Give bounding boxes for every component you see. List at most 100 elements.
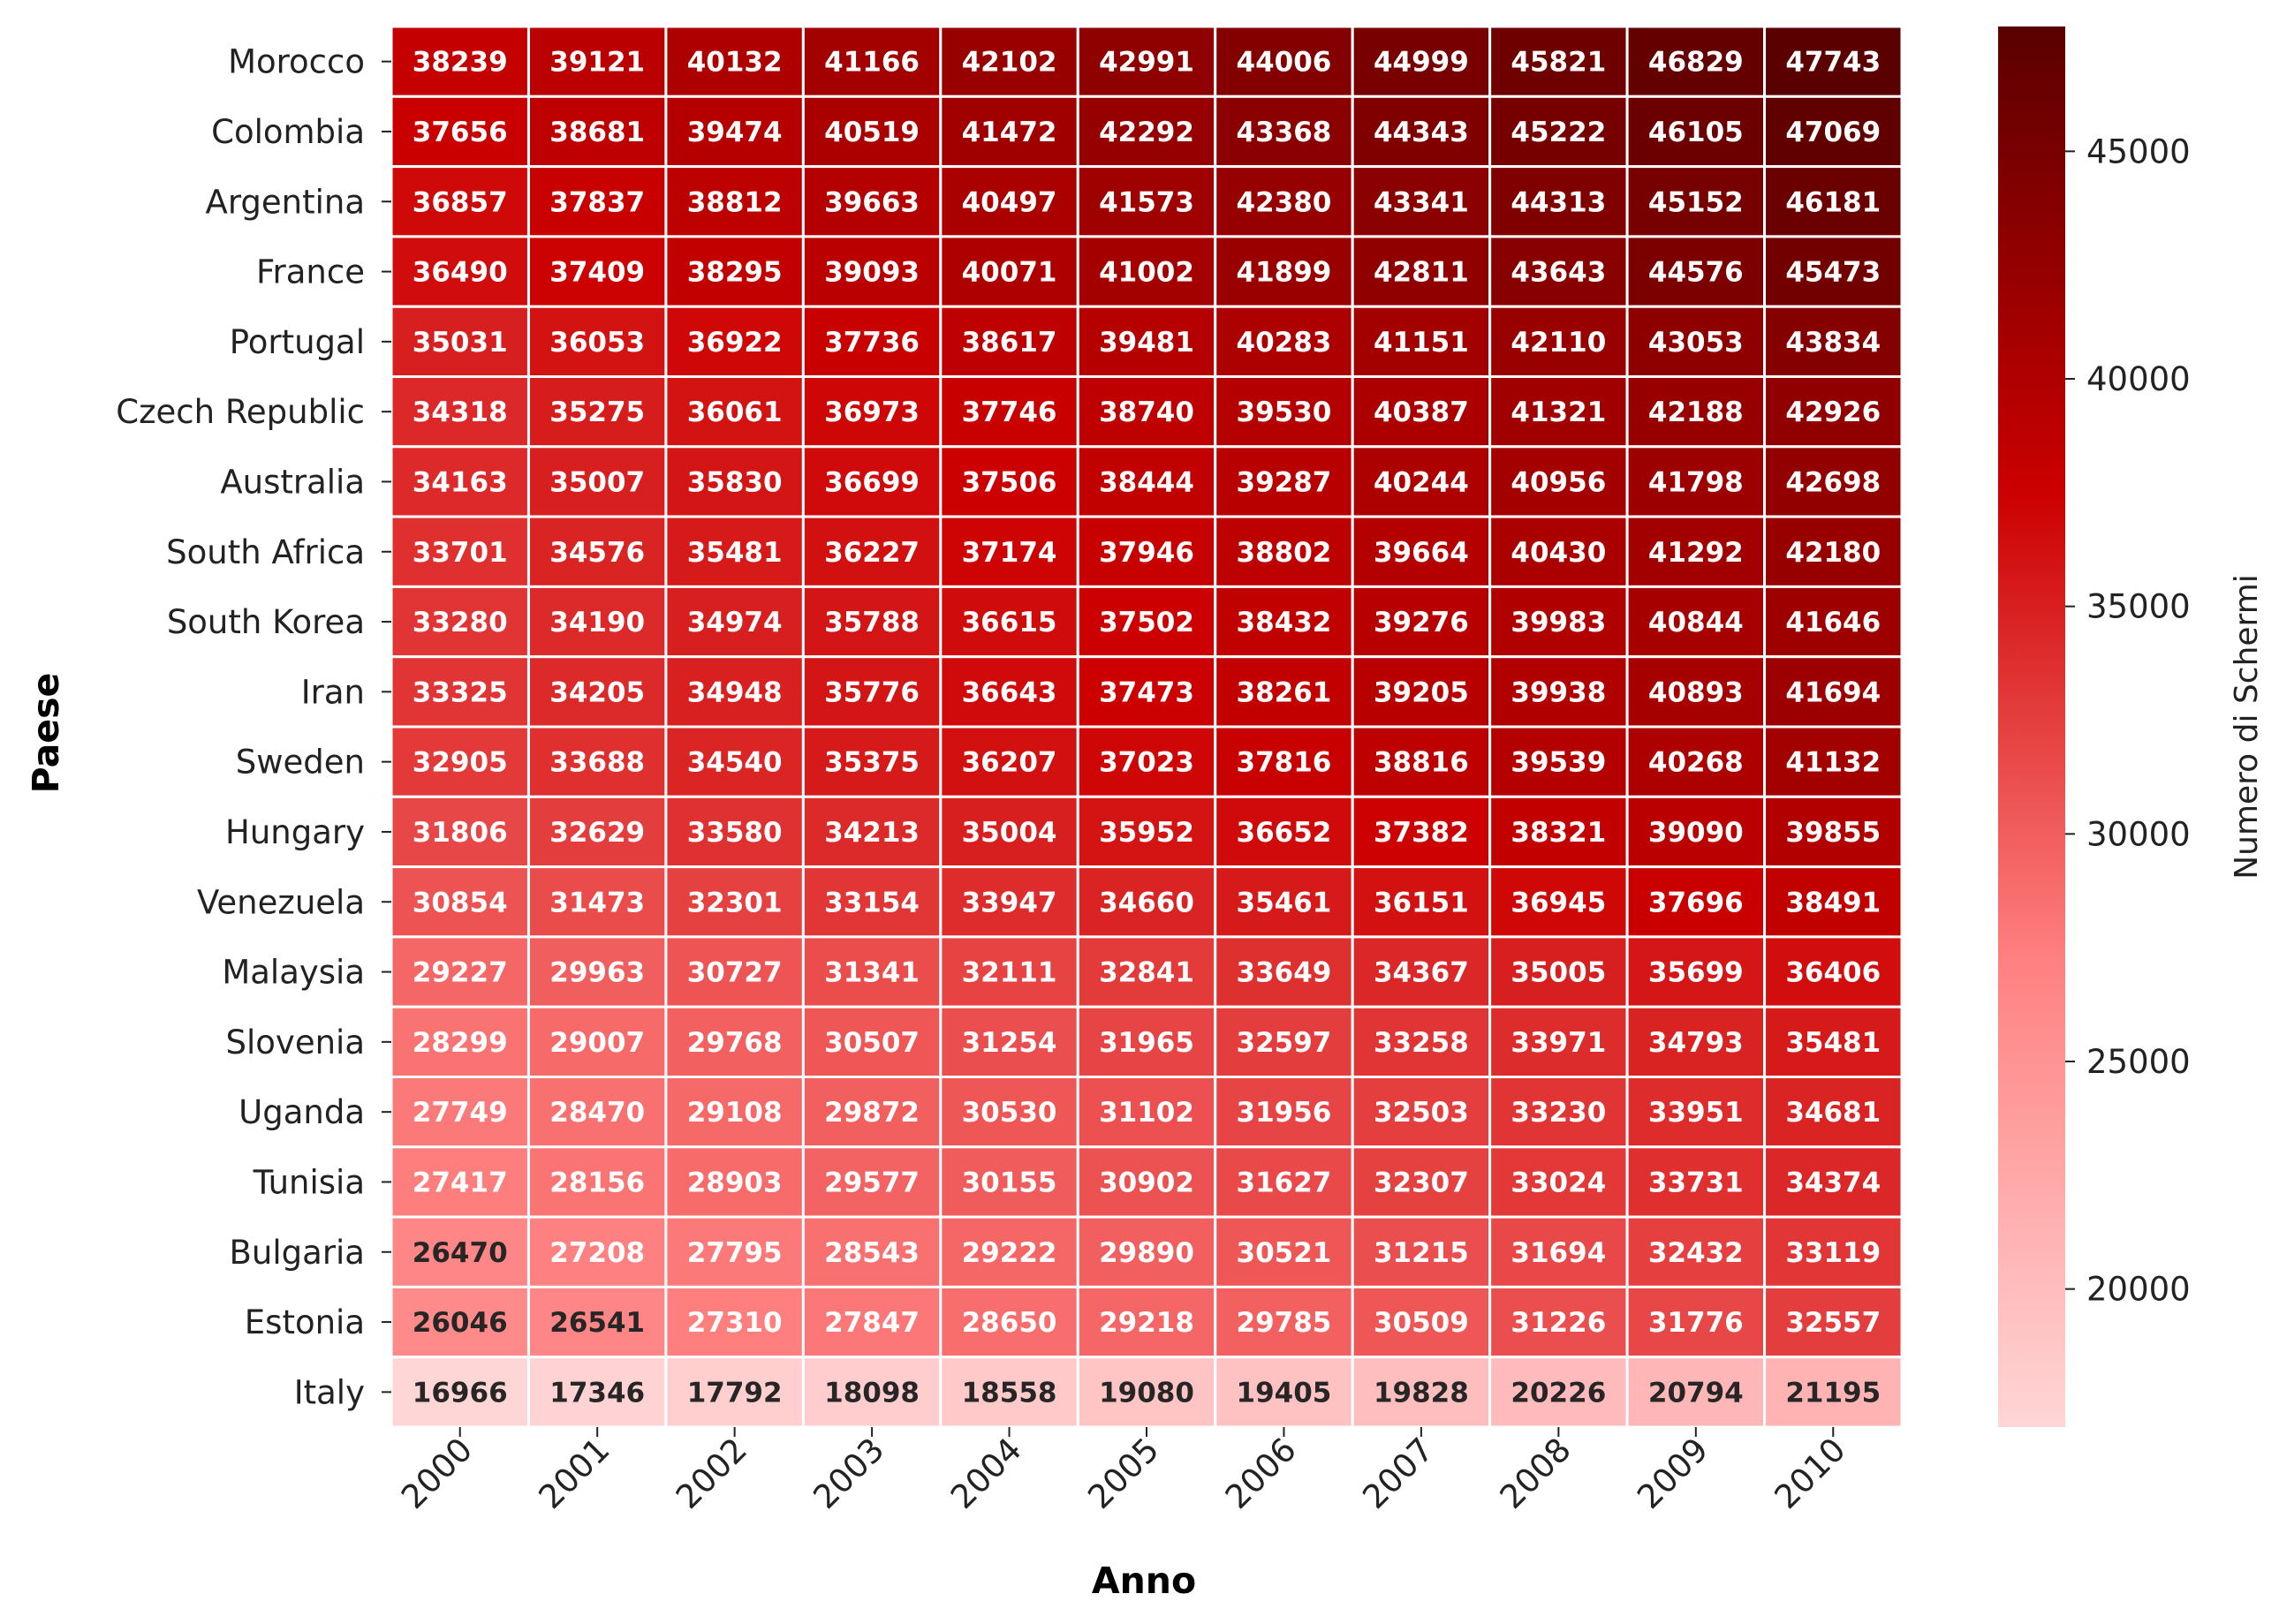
cell-value-label: 36053 — [549, 327, 645, 359]
colorbar-title: Numero di Schermi — [2229, 574, 2265, 880]
heatmap-cell — [1488, 305, 1629, 379]
cell-value-label: 39855 — [1785, 817, 1881, 849]
cell-value-label: 31776 — [1648, 1307, 1744, 1339]
y-tick-label: Tunisia — [253, 1163, 365, 1201]
cell-value-label: 40132 — [687, 47, 783, 79]
heatmap-cell — [1076, 935, 1217, 1008]
heatmap-cell — [1763, 935, 1904, 1008]
cell-value-label: 29890 — [1099, 1237, 1194, 1269]
cell-value-label: 28156 — [549, 1167, 645, 1198]
cell-value-label: 33230 — [1510, 1097, 1606, 1129]
cell-value-label: 27795 — [687, 1237, 783, 1269]
x-tick-label: 2002 — [669, 1431, 754, 1516]
heatmap-cell — [390, 515, 530, 588]
cell-value-label: 34190 — [549, 607, 645, 638]
cell-value-label: 37473 — [1099, 676, 1194, 708]
cell-value-label: 34205 — [549, 676, 645, 708]
cell-value-label: 34576 — [549, 537, 645, 569]
x-tick-label: 2001 — [532, 1431, 617, 1516]
y-tick-label: Estonia — [245, 1303, 365, 1341]
cell-value-label: 42698 — [1785, 466, 1881, 498]
heatmap-cell — [1076, 1215, 1217, 1288]
cell-value-label: 32307 — [1374, 1167, 1469, 1198]
cell-value-label: 31806 — [413, 817, 508, 849]
y-tick-label: Australia — [220, 463, 365, 501]
cell-value-label: 45152 — [1648, 186, 1744, 218]
cell-value-label: 35275 — [549, 397, 645, 428]
heatmap-cell — [526, 865, 668, 939]
cell-value-label: 43834 — [1785, 327, 1881, 359]
cell-value-label: 37656 — [413, 117, 508, 148]
cell-value-label: 40283 — [1237, 327, 1332, 359]
cell-value-label: 39474 — [687, 117, 783, 148]
cell-value-label: 33154 — [824, 887, 920, 918]
heatmap-cell — [526, 1145, 668, 1219]
cell-value-label: 20794 — [1648, 1377, 1744, 1409]
cell-value-label: 47069 — [1785, 117, 1881, 148]
cell-value-label: 29227 — [413, 957, 508, 989]
heatmap-cell — [664, 1145, 805, 1219]
cell-value-label: 32557 — [1785, 1307, 1881, 1339]
cell-value-label: 46181 — [1785, 186, 1881, 218]
x-tick-label: 2006 — [1218, 1431, 1304, 1516]
x-tick-label: 2000 — [394, 1431, 480, 1516]
cell-value-label: 42380 — [1237, 186, 1332, 218]
cell-value-label: 32841 — [1099, 957, 1194, 989]
colorbar-tick-label: 40000 — [2086, 360, 2191, 398]
cell-value-label: 45473 — [1785, 257, 1881, 289]
cell-value-label: 31694 — [1510, 1237, 1606, 1269]
cell-value-label: 34213 — [824, 817, 920, 849]
cell-value-label: 37837 — [549, 186, 645, 218]
cell-value-label: 35007 — [549, 466, 645, 498]
cell-value-label: 44313 — [1510, 186, 1606, 218]
cell-value-label: 36699 — [824, 466, 920, 498]
cell-value-label: 31965 — [1099, 1027, 1194, 1059]
heatmap-cell — [939, 655, 1079, 729]
heatmap-cell — [664, 235, 805, 308]
heatmap-cell — [1763, 795, 1904, 869]
cell-value-label: 42926 — [1785, 397, 1881, 428]
heatmap-cell — [1076, 655, 1217, 729]
cell-value-label: 33688 — [549, 747, 645, 779]
cell-value-label: 36857 — [413, 186, 508, 218]
cell-value-label: 27749 — [413, 1097, 508, 1129]
cell-value-label: 33580 — [687, 817, 783, 849]
cell-value-label: 46105 — [1648, 117, 1744, 148]
cell-value-label: 26541 — [549, 1307, 645, 1339]
cell-value-label: 40430 — [1510, 537, 1606, 569]
cell-value-label: 30727 — [687, 957, 783, 989]
cell-value-label: 32301 — [687, 887, 783, 918]
cell-value-label: 37946 — [1099, 537, 1194, 569]
heatmap-cell — [1214, 1356, 1354, 1429]
heatmap-cell — [1351, 515, 1492, 588]
cell-value-label: 27847 — [824, 1307, 920, 1339]
cell-value-label: 42292 — [1099, 117, 1194, 148]
cell-value-label: 42110 — [1510, 327, 1606, 359]
cell-value-label: 32629 — [549, 817, 645, 849]
heatmap-cell — [1488, 1356, 1629, 1429]
cell-value-label: 28543 — [824, 1237, 920, 1269]
heatmap-cell — [664, 1356, 805, 1429]
cell-value-label: 41694 — [1785, 676, 1881, 708]
heatmap-cell — [1763, 305, 1904, 379]
cell-value-label: 35375 — [824, 747, 920, 779]
cell-value-label: 29222 — [962, 1237, 1057, 1269]
cell-value-label: 32597 — [1237, 1027, 1332, 1059]
cell-value-label: 39938 — [1510, 676, 1606, 708]
heatmap-cell — [390, 1076, 530, 1149]
heatmap-cell — [1351, 1076, 1492, 1149]
x-tick-label: 2009 — [1630, 1431, 1715, 1516]
cell-value-label: 36945 — [1510, 887, 1606, 918]
heatmap-cell — [1763, 235, 1904, 308]
cell-value-label: 40244 — [1374, 466, 1469, 498]
heatmap-cell — [1625, 445, 1767, 518]
heatmap-cell — [1076, 94, 1217, 169]
cell-value-label: 26470 — [413, 1237, 508, 1269]
cell-value-label: 37409 — [549, 257, 645, 289]
heatmap-cell — [390, 94, 530, 169]
cell-value-label: 17346 — [549, 1377, 645, 1409]
heatmap-cell — [1351, 935, 1492, 1008]
heatmap-cell — [939, 515, 1079, 588]
cell-value-label: 36061 — [687, 397, 783, 428]
